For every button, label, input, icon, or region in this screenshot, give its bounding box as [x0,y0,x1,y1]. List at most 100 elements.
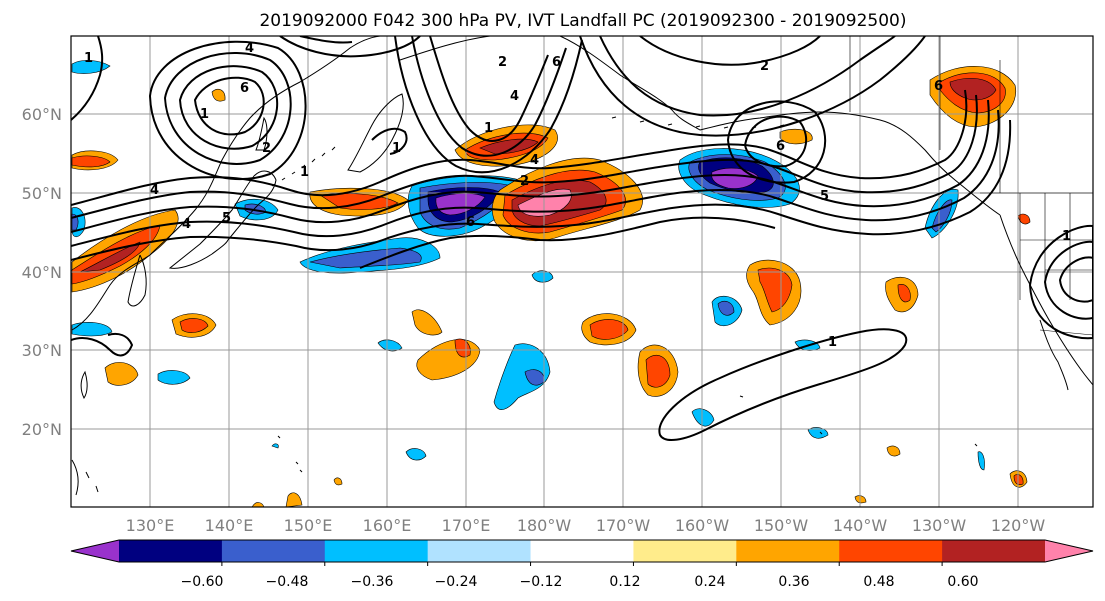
contour-label: 1 [1062,229,1071,244]
colorbar-tick-label: 0.36 [778,574,809,590]
contour-label: 1 [300,165,309,180]
contour-label: 4 [150,183,159,198]
pv-contour-5 [71,119,1012,261]
colorbar-tick-label: −0.36 [351,574,394,590]
pv-contour-trough-2 [411,36,567,157]
contour-label: 6 [776,139,785,154]
coast-korea [127,254,147,307]
pv-contour-ridge-2 [726,100,827,184]
lon-label-160e: 160°E [363,516,412,535]
coast-siberia-east [399,36,1001,216]
map-frame [70,35,1094,508]
pv-contour-low-ring-2 [178,65,279,150]
pv-contour-3 [71,99,990,233]
contour-label: 5 [222,211,231,226]
shade-blob-negative-20n-165e [405,448,427,461]
pv-contour-low-ring-4 [148,40,307,181]
colorbar-swatch [736,540,840,562]
shade-blob-40n-150w-core [757,267,793,313]
contour-label: 6 [552,55,561,70]
colorbar-tick-label: 0.24 [694,574,725,590]
shade-blob-25n-160w-core [645,355,671,388]
colorbar-tick-label: −0.48 [266,574,309,590]
shade-blob-33n-170w-core [589,319,629,340]
pv-contour-4 [71,109,1000,247]
pv-contour-trough-1 [429,36,549,142]
pv-contour-low-ring-3 [163,52,292,165]
shade-blob-negative-19n-160w [691,408,715,427]
contour-label: 6 [240,81,249,96]
coast-islands-pacific [277,395,978,473]
shade-blob-negative-40n-178e [531,270,554,283]
lat-label-20n: 20°N [22,420,62,439]
latitude-labels: 60°N 50°N 40°N 30°N 20°N [22,105,62,439]
shade-blob-positive-20n-136w [886,445,901,457]
border-mexico [1039,329,1093,336]
shade-blob-negative-30n-165e [377,339,403,352]
lat-label-30n: 30°N [22,341,62,360]
colorbar-swatch [221,540,326,562]
shade-blob-negative-35n-155w-core [717,300,735,316]
colorbar-swatch [530,540,634,562]
contour-label: 4 [510,89,519,104]
colorbar-outline [70,539,1094,563]
coast-baja [1039,319,1069,391]
lon-label-150w: 150°W [754,516,809,535]
contour-label: 2 [760,59,769,74]
colorbar-swatch [633,540,737,562]
pv-contour-ridge-3 [599,36,896,117]
shade-blob-negative-30n-130e [71,322,113,337]
shade-blob-positive-35n-130w-core [897,284,911,303]
shade-blob-negative-20n-127w [977,451,985,471]
pv-contour-north-arc-2 [299,36,353,44]
pv-contour-6 [359,216,776,269]
longitude-labels: 130°E 140°E 150°E 160°E 170°E 180°W 170°… [126,516,1046,535]
contour-label: 1 [84,51,93,66]
colorbar-swatch [942,540,1046,562]
contour-label: 6 [934,79,943,94]
contour-label: 6 [466,215,475,230]
pv-contour-subtropical [658,328,908,442]
shade-blob-negative-25n-180 [493,343,551,410]
shade-small-positive-north [779,128,813,145]
shade-blob-34n-165e [411,309,443,336]
pv-contour-kamchatka [371,127,408,155]
colorbar-tick-label: 0.48 [863,574,894,590]
shade-band-negative-core [309,247,422,269]
pv-contour-ne-low-1 [1058,256,1093,303]
colorbar-tick-label: −0.60 [181,574,224,590]
pv-contour-ne-low-3 [1028,224,1093,340]
lon-label-120w: 120°W [991,516,1046,535]
lat-label-40n: 40°N [22,263,62,282]
lon-label-130e: 130°E [126,516,175,535]
contour-label: 4 [182,217,191,232]
pv-contour-2 [71,94,978,219]
lon-label-160w: 160°W [675,516,730,535]
pv-contour-trough-3 [394,36,583,174]
colorbar-tick-label: −0.12 [520,574,563,590]
figure-title: 2019092000 F042 300 hPa PV, IVT Landfall… [259,11,906,31]
lon-label-140w: 140°W [833,516,888,535]
shade-north-positive-peak [479,138,539,155]
pv-contour-labels: 1 4 6 1 2 4 1 4 5 6 1 4 2 6 1 2 4 6 1 2 [84,41,1071,350]
shade-westcoast-negative-core [931,199,953,233]
pv-contour-arc-north [639,36,821,66]
colorbar-tick-label: 0.60 [947,574,978,590]
lon-label-180w: 180°W [517,516,572,535]
contour-label: 1 [828,335,837,350]
contour-label: 1 [200,107,209,122]
coast-kamchatka [347,93,404,173]
colorbar-ticks: −0.60 −0.48 −0.36 −0.24 −0.12 0.12 0.24 … [181,574,979,590]
border-canada-provinces [939,36,1001,193]
coast-aleutians [611,116,785,129]
contour-label: 4 [530,153,539,168]
colorbar [70,539,1094,566]
pv-contour-west-2 [71,36,104,121]
shade-blob-positive-52n-125e-core [71,155,111,168]
pv-contour-low-ring-1 [193,76,265,136]
shade-blob-negative-23n-152e [271,443,279,449]
colorbar-swatch [839,540,943,562]
colorbar-extend-high [1045,540,1093,562]
shade-asia-positive-peak [79,241,141,273]
